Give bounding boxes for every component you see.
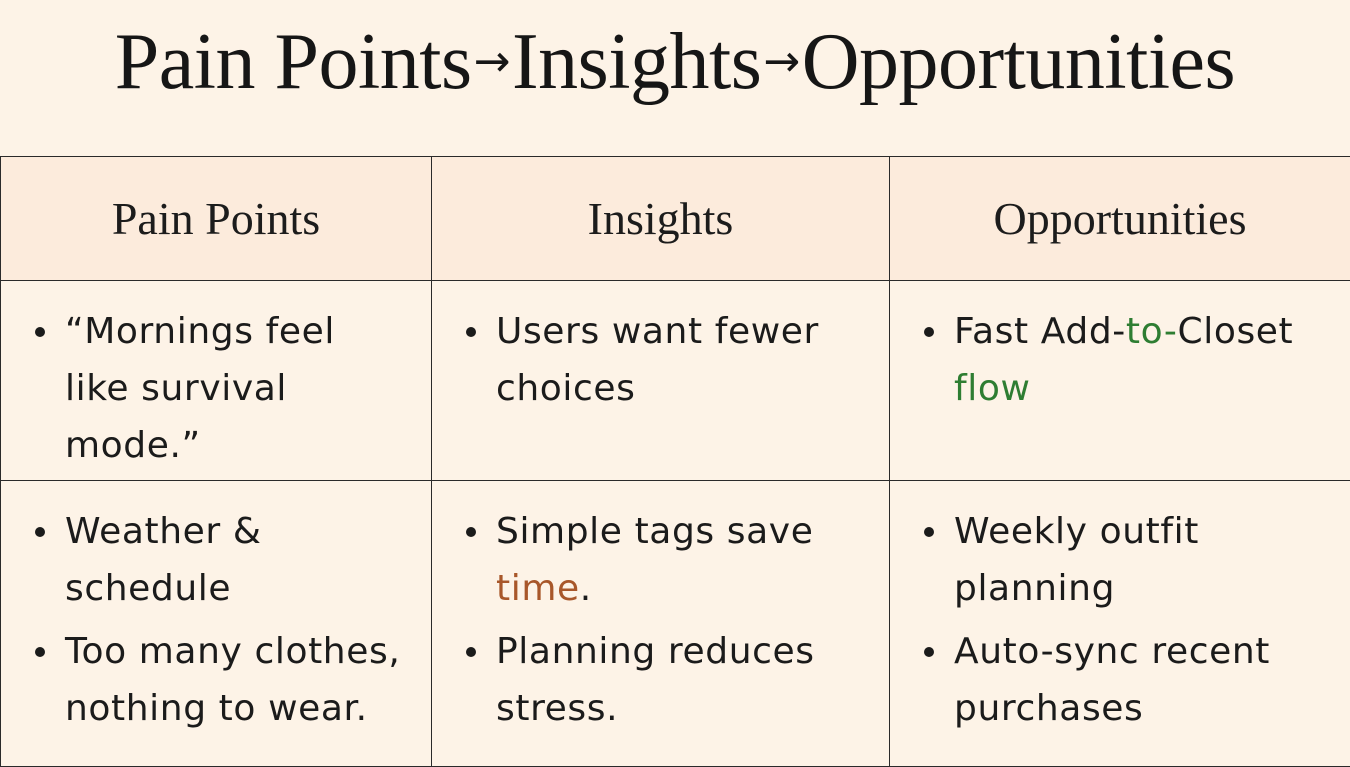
- bullet-list: Simple tags save time. Planning reduces …: [432, 481, 889, 737]
- list-item: Fast Add-to-Closet flow: [920, 303, 1330, 417]
- pain-insight-opportunity-table: Pain Points Insights Opportunities “Morn…: [0, 156, 1350, 767]
- item-text: Simple tags save: [496, 511, 813, 552]
- list-item: Simple tags save time.: [462, 503, 869, 617]
- column-header-insights: Insights: [432, 157, 890, 281]
- opportunities-cell: Fast Add-to-Closet flow: [890, 281, 1350, 481]
- column-header-opportunities: Opportunities: [890, 157, 1350, 281]
- item-text: .: [580, 568, 592, 609]
- table-row: “Mornings feel like survival mode.” User…: [1, 281, 1350, 481]
- item-text: Closet: [1177, 311, 1293, 352]
- pain-points-cell: “Mornings feel like survival mode.”: [1, 281, 432, 481]
- insights-cell: Simple tags save time. Planning reduces …: [432, 481, 890, 767]
- bullet-list: Weather & schedule Too many clothes, not…: [1, 481, 431, 737]
- opportunities-cell: Weekly outfit planning Auto-sync recent …: [890, 481, 1350, 767]
- page-title: Pain Points→Insights→Opportunities: [0, 14, 1350, 110]
- highlight-text: to-: [1126, 311, 1178, 352]
- table-row: Weather & schedule Too many clothes, not…: [1, 481, 1350, 767]
- bullet-list: Fast Add-to-Closet flow: [890, 281, 1350, 417]
- title-arrow-icon: →: [474, 36, 510, 87]
- bullet-list: “Mornings feel like survival mode.”: [1, 281, 431, 474]
- list-item: Weather & schedule: [31, 503, 411, 617]
- title-opportunities: Opportunities: [802, 18, 1235, 106]
- column-header-pain-points: Pain Points: [1, 157, 432, 281]
- bullet-list: Users want fewer choices: [432, 281, 889, 417]
- list-item: Planning reduces stress.: [462, 623, 869, 737]
- title-arrow-icon: →: [763, 36, 799, 87]
- title-insights: Insights: [512, 18, 761, 106]
- pain-points-cell: Weather & schedule Too many clothes, not…: [1, 481, 432, 767]
- list-item: Weekly outfit planning: [920, 503, 1330, 617]
- list-item: Too many clothes, nothing to wear.: [31, 623, 411, 737]
- table-header-row: Pain Points Insights Opportunities: [1, 157, 1350, 281]
- bullet-list: Weekly outfit planning Auto-sync recent …: [890, 481, 1350, 737]
- insights-cell: Users want fewer choices: [432, 281, 890, 481]
- highlight-text: flow: [954, 368, 1031, 409]
- list-item: Users want fewer choices: [462, 303, 869, 417]
- highlight-text: time: [496, 568, 580, 609]
- list-item: Auto-sync recent purchases: [920, 623, 1330, 737]
- list-item: “Mornings feel like survival mode.”: [31, 303, 411, 474]
- item-text: Fast Add-: [954, 311, 1126, 352]
- title-pain-points: Pain Points: [115, 18, 472, 106]
